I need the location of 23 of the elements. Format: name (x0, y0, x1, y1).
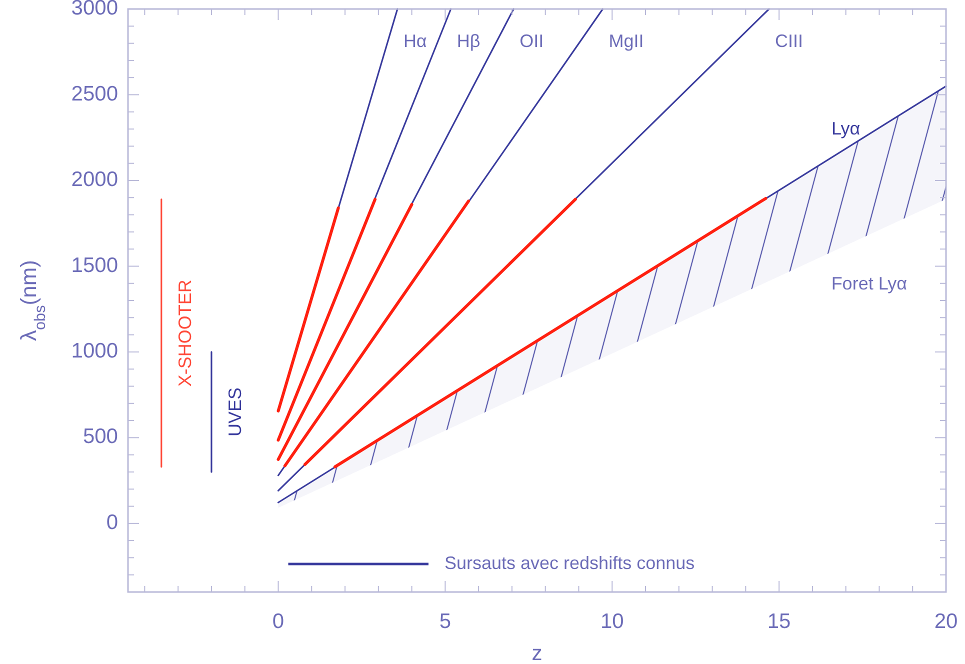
x-tick-label: 5 (439, 610, 452, 633)
y-tick-label: 2000 (71, 168, 118, 192)
x-tick-label: 20 (934, 610, 958, 633)
annotation: Sursauts avec redshifts connus (444, 552, 695, 573)
series-label: Hα (403, 31, 427, 51)
y-tick-label: 2500 (71, 82, 118, 106)
x-tick-label: 10 (600, 610, 624, 633)
annotation: Foret Lyα (831, 273, 908, 294)
y-tick-label: 500 (82, 425, 118, 448)
x-tick-label: 0 (272, 610, 284, 633)
y-tick-label: 1000 (71, 339, 118, 362)
series-label: OII (520, 31, 544, 51)
series-label: Lyα (831, 118, 860, 139)
x-tick-label: 15 (767, 610, 791, 633)
series-label: MgII (608, 31, 644, 51)
y-tick-label: 0 (106, 510, 118, 534)
y-tick-label: 1500 (71, 254, 118, 277)
series-label: CIII (775, 31, 804, 51)
y-tick-label: 3000 (71, 0, 118, 20)
text: X-SHOOTER (175, 280, 196, 387)
text: UVES (225, 387, 246, 436)
series-label: Hβ (456, 31, 480, 51)
x-axis-title: z (532, 642, 542, 664)
